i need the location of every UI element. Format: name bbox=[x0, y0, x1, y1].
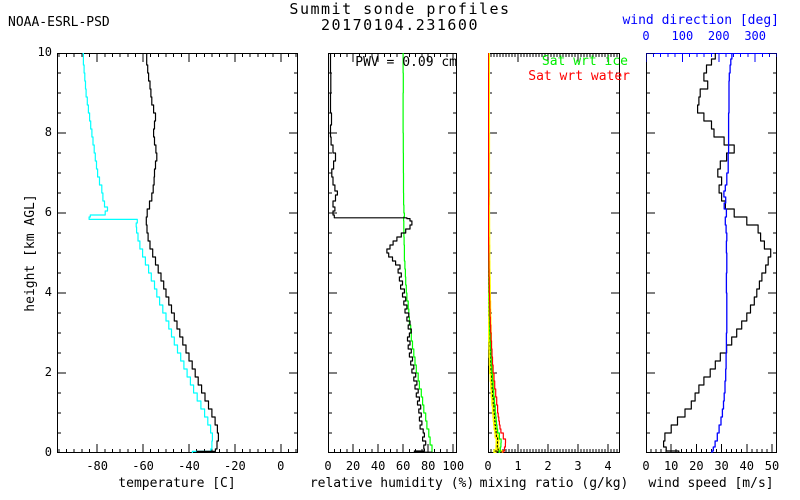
x-tick-label: 3 bbox=[574, 459, 582, 473]
x-tick-label: 0 bbox=[484, 459, 492, 473]
y-tick-label: 10 bbox=[37, 45, 52, 59]
panel-temperature bbox=[57, 53, 298, 453]
legend-sat-wrt-ice: Sat wrt ice bbox=[541, 54, 628, 69]
x-tick-label: 4 bbox=[604, 459, 612, 473]
branding: NOAA-ESRL-PSD bbox=[8, 15, 110, 30]
y-tick-label: 4 bbox=[44, 285, 52, 299]
x-tick-label: 2 bbox=[544, 459, 552, 473]
x-tick-label: 30 bbox=[714, 459, 729, 473]
wind-direction-axis-label: wind direction [deg] bbox=[622, 13, 779, 28]
x-tick-label: 60 bbox=[395, 459, 411, 473]
x-tick-label: 40 bbox=[739, 459, 754, 473]
x-tick-label: 50 bbox=[764, 459, 780, 473]
x-axis-label-temperature: temperature [C] bbox=[118, 476, 236, 491]
panel-relative-humidity bbox=[328, 53, 457, 453]
page-title: Summit sonde profiles bbox=[289, 0, 511, 18]
x-tick-label: -80 bbox=[86, 459, 108, 473]
panel-mixing-ratio bbox=[488, 53, 620, 453]
x-axis-label-humidity: relative humidity (%) bbox=[309, 476, 475, 491]
y-tick-label: 0 bbox=[44, 445, 52, 459]
x-tick-label: 20 bbox=[689, 459, 704, 473]
x-tick-label: -20 bbox=[224, 459, 246, 473]
x-axis-label-mixing-ratio: mixing ratio (g/kg) bbox=[479, 476, 629, 491]
x-tick-label: 20 bbox=[345, 459, 361, 473]
x-tick-label: 100 bbox=[442, 459, 465, 473]
y-tick-label: 6 bbox=[44, 205, 52, 219]
y-axis-label: height [km AGL] bbox=[23, 194, 38, 312]
legend-sat-wrt-water: Sat wrt water bbox=[528, 69, 630, 84]
x-tick-label: 40 bbox=[370, 459, 386, 473]
x-tick-label: 80 bbox=[420, 459, 436, 473]
x-tick-label: 0 bbox=[277, 459, 285, 473]
x-axis-label-wind-speed: wind speed [m/s] bbox=[648, 476, 774, 491]
page-subtitle: 20170104.231600 bbox=[321, 16, 479, 34]
x-tick-label: 1 bbox=[514, 459, 522, 473]
x-tick-label: 0 bbox=[642, 459, 650, 473]
pwv-annotation: PWV = 0.09 cm bbox=[355, 55, 457, 70]
panel-wind bbox=[646, 53, 777, 453]
y-tick-label: 2 bbox=[44, 365, 52, 379]
x-tick-label: -40 bbox=[178, 459, 200, 473]
x-tick-label: 10 bbox=[663, 459, 679, 473]
x-tick-label: 0 bbox=[324, 459, 332, 473]
y-tick-label: 8 bbox=[44, 125, 52, 139]
x-tick-label: -60 bbox=[132, 459, 154, 473]
